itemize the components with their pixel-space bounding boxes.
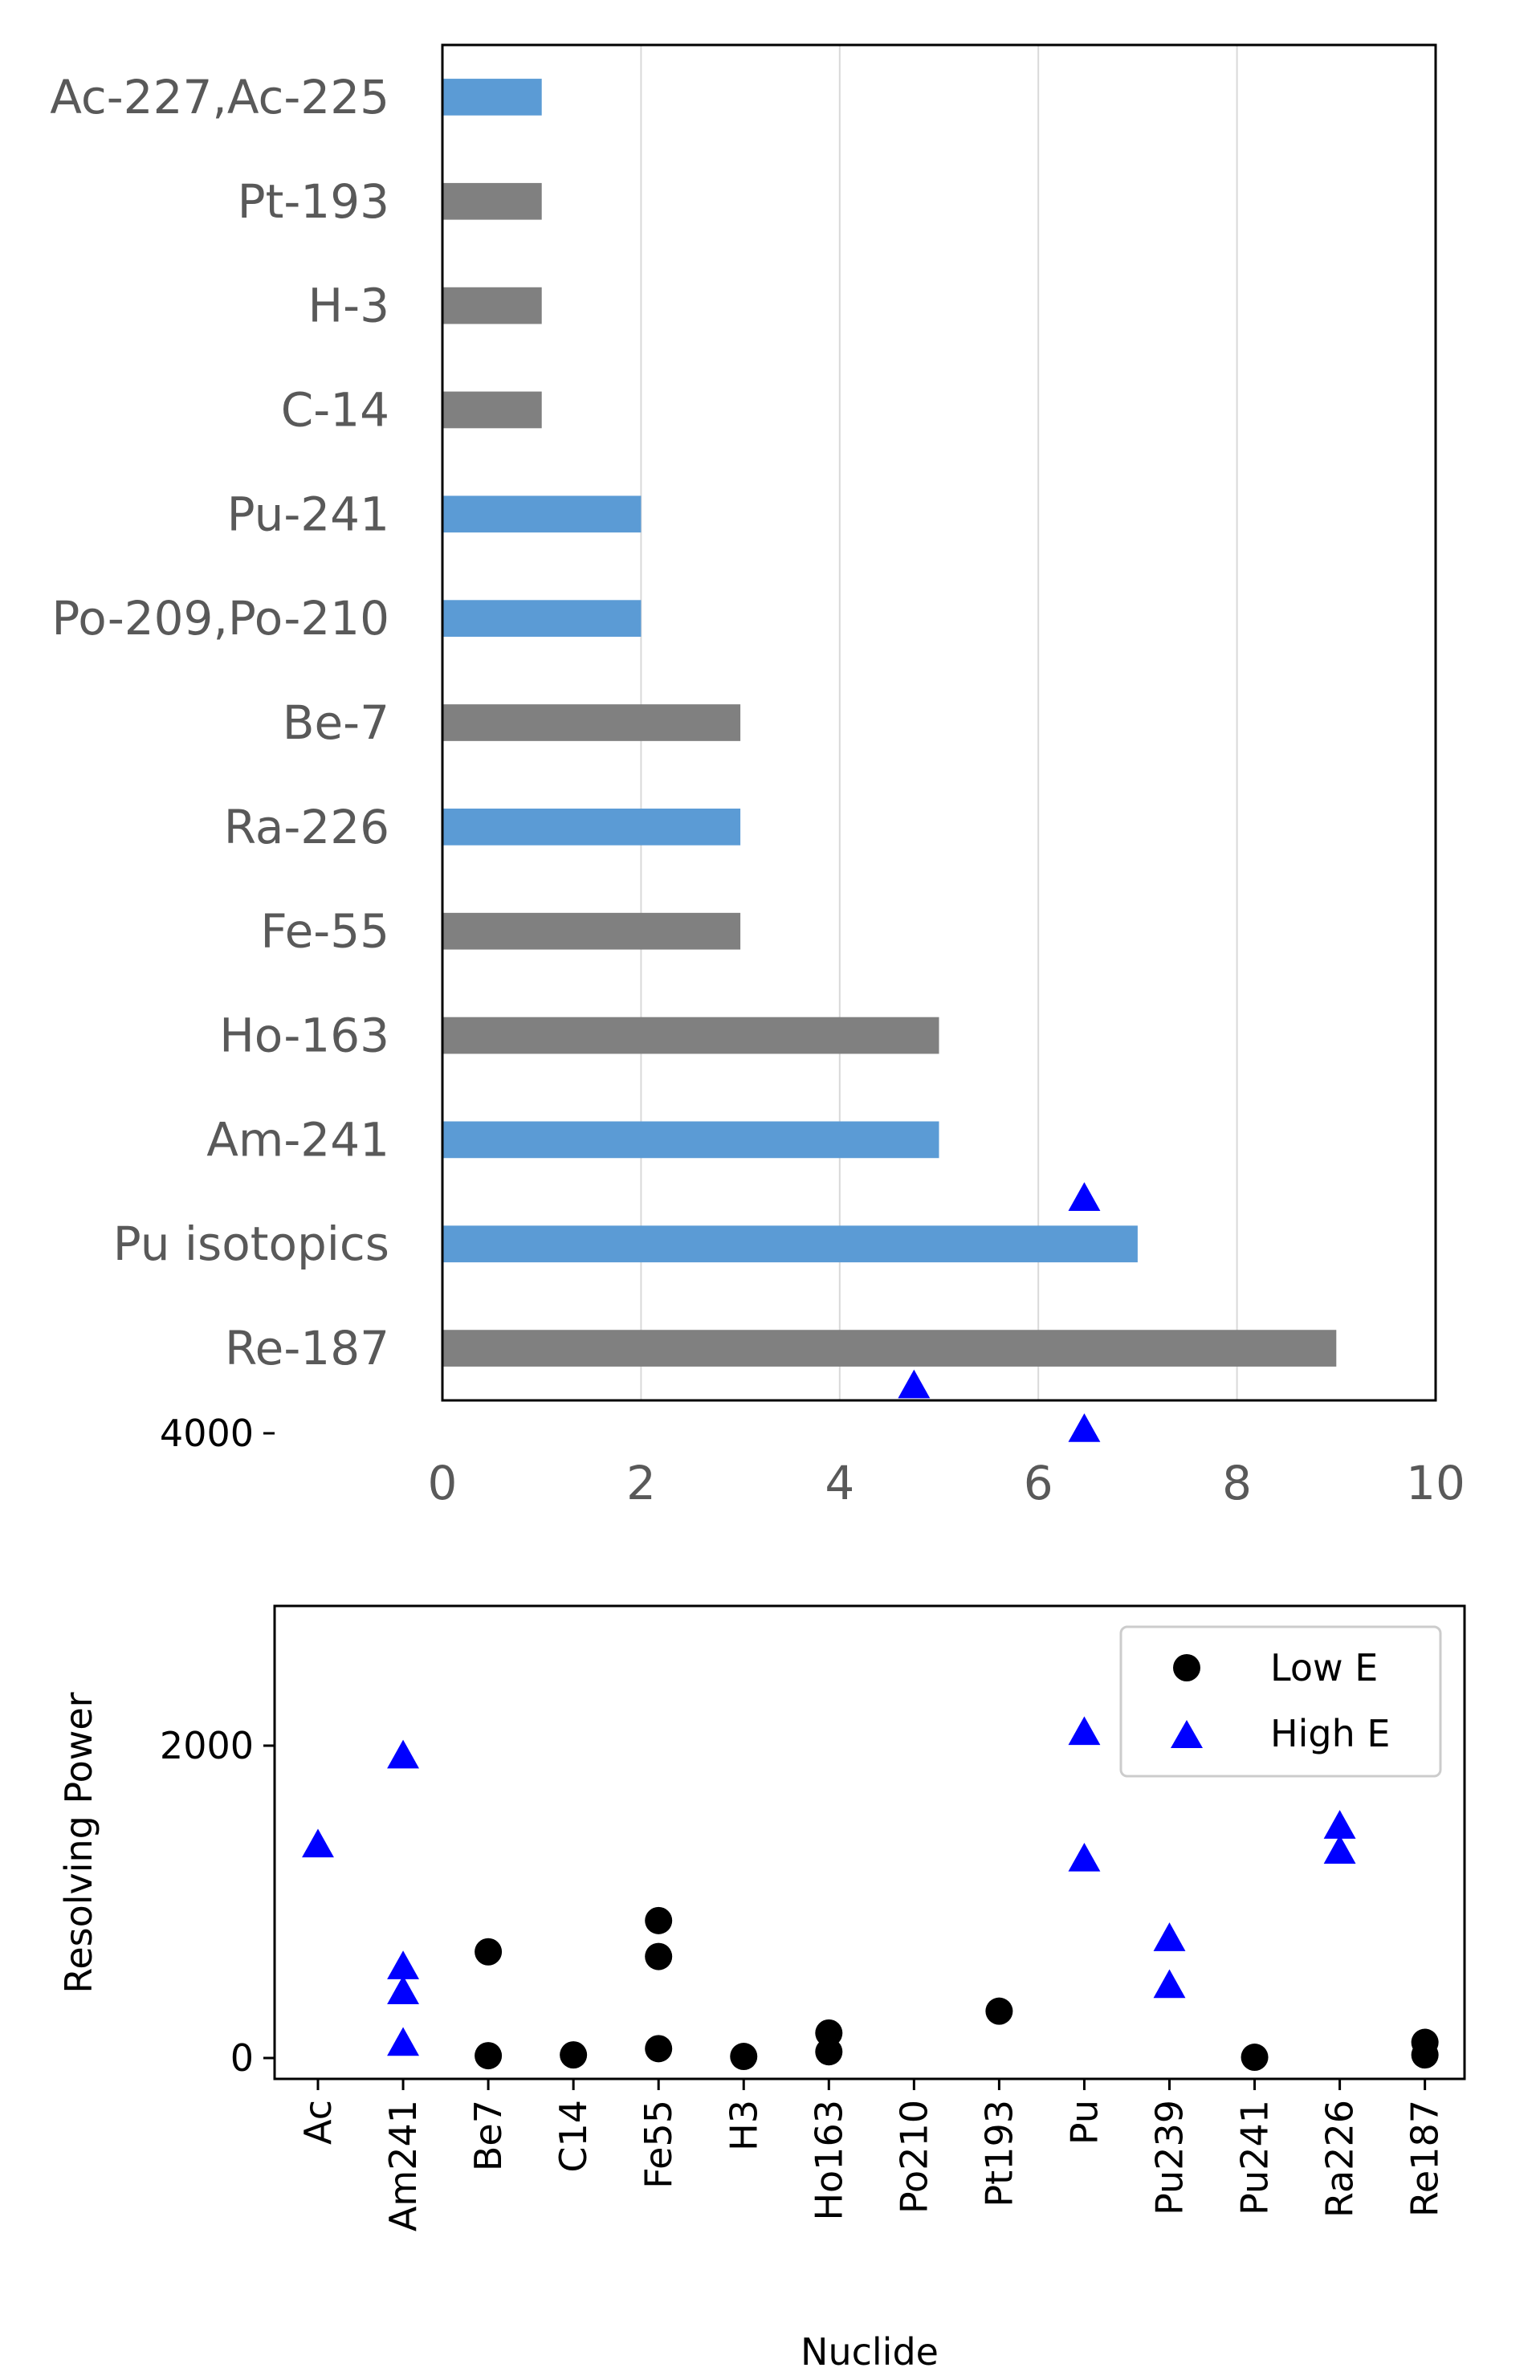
- high-e-point-am241-1: [387, 1739, 419, 1769]
- low-e-point-re187-12: [1411, 2041, 1439, 2069]
- high-e-point-pu239-10: [1153, 1922, 1186, 1951]
- bar-chart-plot-frame: [441, 43, 1437, 1402]
- high-e-point-am241-3: [387, 1975, 419, 2005]
- x-tick-label-fe55: Fe55: [637, 2100, 680, 2189]
- category-label-pt-193: Pt-193: [238, 174, 389, 229]
- category-label-ho-163: Ho-163: [219, 1009, 389, 1063]
- high-e-point-ra226-12: [1323, 1810, 1356, 1839]
- category-label-re-187: Re-187: [225, 1321, 389, 1375]
- category-label-pu-241: Pu-241: [227, 487, 389, 541]
- high-e-point-am241-4: [387, 2027, 419, 2056]
- low-e-point-be7-1: [475, 2042, 503, 2070]
- low-e-point-pu241-10: [1241, 2044, 1269, 2072]
- low-e-point-fe55-3: [645, 1906, 673, 1934]
- low-e-point-ho163-7: [815, 2019, 843, 2047]
- x-tick-label-po210: Po210: [892, 2100, 935, 2214]
- bar-chart-category-labels: Ac-227,Ac-225 Pt-193 H-3 C-14 Pu-241 Po-209,P…: [50, 70, 389, 1375]
- bar-re-187: [442, 1330, 1337, 1367]
- scatter-chart-x-ticks: Ac Am241 Be7 C14 Fe55 H3 Ho163 Po210 Pt193 Pu Pu23…: [296, 2079, 1447, 2231]
- low-e-point-h3-6: [730, 2043, 758, 2071]
- high-e-point-pu-9: [1068, 1842, 1101, 1872]
- high-e-point-am241-2: [387, 1950, 419, 1979]
- bar-chart-x-tick-labels: 0 2 4 6 8 10: [428, 1456, 1465, 1510]
- x-tick-label-am241: Am241: [381, 2100, 425, 2231]
- x-tick-label-ra226: Ra226: [1318, 2100, 1362, 2218]
- x-tick-label-ho163: Ho163: [807, 2100, 850, 2221]
- category-label-ra-226: Ra-226: [224, 800, 389, 854]
- scatter-chart-y-axis-label: Resolving Power: [57, 1692, 100, 1993]
- category-label-ac-227-ac-225: Ac-227,Ac-225: [50, 70, 389, 124]
- y-tick-label-4000: 4000: [160, 1412, 254, 1455]
- category-label-fe-55: Fe-55: [260, 904, 389, 959]
- low-e-point-ho163-8: [815, 2038, 843, 2066]
- low-e-point-pt193-9: [985, 1997, 1013, 2025]
- x-tick-label-re187: Re187: [1404, 2100, 1447, 2217]
- x-tick-label-2: 2: [626, 1456, 656, 1510]
- low-e-point-c14-2: [560, 2041, 588, 2069]
- low-e-point-fe55-5: [645, 2035, 673, 2063]
- legend-marker-high-e: [1171, 1720, 1203, 1748]
- bar-ho-163: [442, 1017, 939, 1054]
- x-tick-label-pu: Pu: [1062, 2100, 1106, 2145]
- scatter-chart-y-ticks: 0 2000 4000: [160, 1412, 275, 2080]
- legend-label-low-e: Low E: [1270, 1646, 1378, 1689]
- category-label-be-7: Be-7: [283, 695, 389, 750]
- low-e-point-be7-0: [475, 1938, 503, 1966]
- x-tick-label-6: 6: [1024, 1456, 1053, 1510]
- bar-am-241: [442, 1121, 939, 1159]
- category-label-po-209-po-210: Po-209,Po-210: [51, 591, 389, 646]
- category-label-c-14: C-14: [281, 382, 389, 437]
- bar-c-14: [442, 391, 542, 429]
- bar-po-209-po-210: [442, 600, 642, 638]
- category-label-pu-isotopics: Pu isotopics: [113, 1216, 389, 1271]
- bar-pu-241: [442, 495, 642, 533]
- bar-h-3: [442, 287, 542, 324]
- high-e-point-ra226-13: [1323, 1835, 1356, 1864]
- x-tick-label-ac: Ac: [296, 2100, 340, 2145]
- x-tick-label-pu241: Pu241: [1233, 2100, 1277, 2215]
- high-e-point-pu239-11: [1153, 1969, 1186, 1999]
- x-tick-label-10: 10: [1406, 1456, 1465, 1510]
- x-tick-label-c14: C14: [552, 2100, 595, 2173]
- bar-chart-bars: [442, 79, 1337, 1367]
- x-tick-label-4: 4: [825, 1456, 854, 1510]
- x-tick-label-pu239: Pu239: [1148, 2100, 1192, 2215]
- x-tick-label-pt193: Pt193: [977, 2100, 1021, 2207]
- x-tick-label-h3: H3: [722, 2100, 765, 2151]
- high-e-point-pu-6: [1068, 1182, 1101, 1211]
- high-e-point-ac-0: [302, 1828, 334, 1858]
- scatter-chart-legend: Low E High E: [1119, 1625, 1442, 1778]
- bar-pt-193: [442, 182, 542, 220]
- low-e-point-fe55-4: [645, 1942, 673, 1970]
- scatter-chart-plot-frame: [273, 1604, 1466, 2080]
- scatter-chart-points: [302, 1182, 1439, 2072]
- bar-be-7: [442, 704, 741, 741]
- high-e-point-po210-5: [898, 1369, 931, 1399]
- y-tick-label-2000: 2000: [160, 1724, 254, 1767]
- x-tick-label-be7: Be7: [466, 2100, 510, 2171]
- category-label-am-241: Am-241: [206, 1112, 389, 1167]
- x-tick-label-8: 8: [1222, 1456, 1252, 1510]
- bar-pu-isotopics: [442, 1225, 1138, 1263]
- high-e-point-pu-8: [1068, 1716, 1101, 1746]
- legend-frame: [1119, 1625, 1442, 1778]
- category-label-h-3: H-3: [308, 279, 389, 333]
- legend-label-high-e: High E: [1270, 1712, 1390, 1755]
- high-e-point-pu-7: [1068, 1413, 1101, 1442]
- bar-ra-226: [442, 808, 741, 846]
- scatter-chart: 0 2000 4000 Ac Am241 Be7 C14 Fe55 H3 Ho163 Po210 P…: [57, 1182, 1466, 2374]
- bar-chart: Ac-227,Ac-225 Pt-193 H-3 C-14 Pu-241 Po-209,P…: [50, 43, 1465, 1510]
- bar-fe-55: [442, 912, 741, 950]
- bar-ac-227-ac-225: [442, 79, 542, 116]
- x-tick-label-0: 0: [428, 1456, 458, 1510]
- y-tick-label-0: 0: [230, 2036, 254, 2080]
- legend-marker-low-e: [1173, 1654, 1200, 1681]
- scatter-chart-x-axis-label: Nuclide: [801, 2330, 939, 2374]
